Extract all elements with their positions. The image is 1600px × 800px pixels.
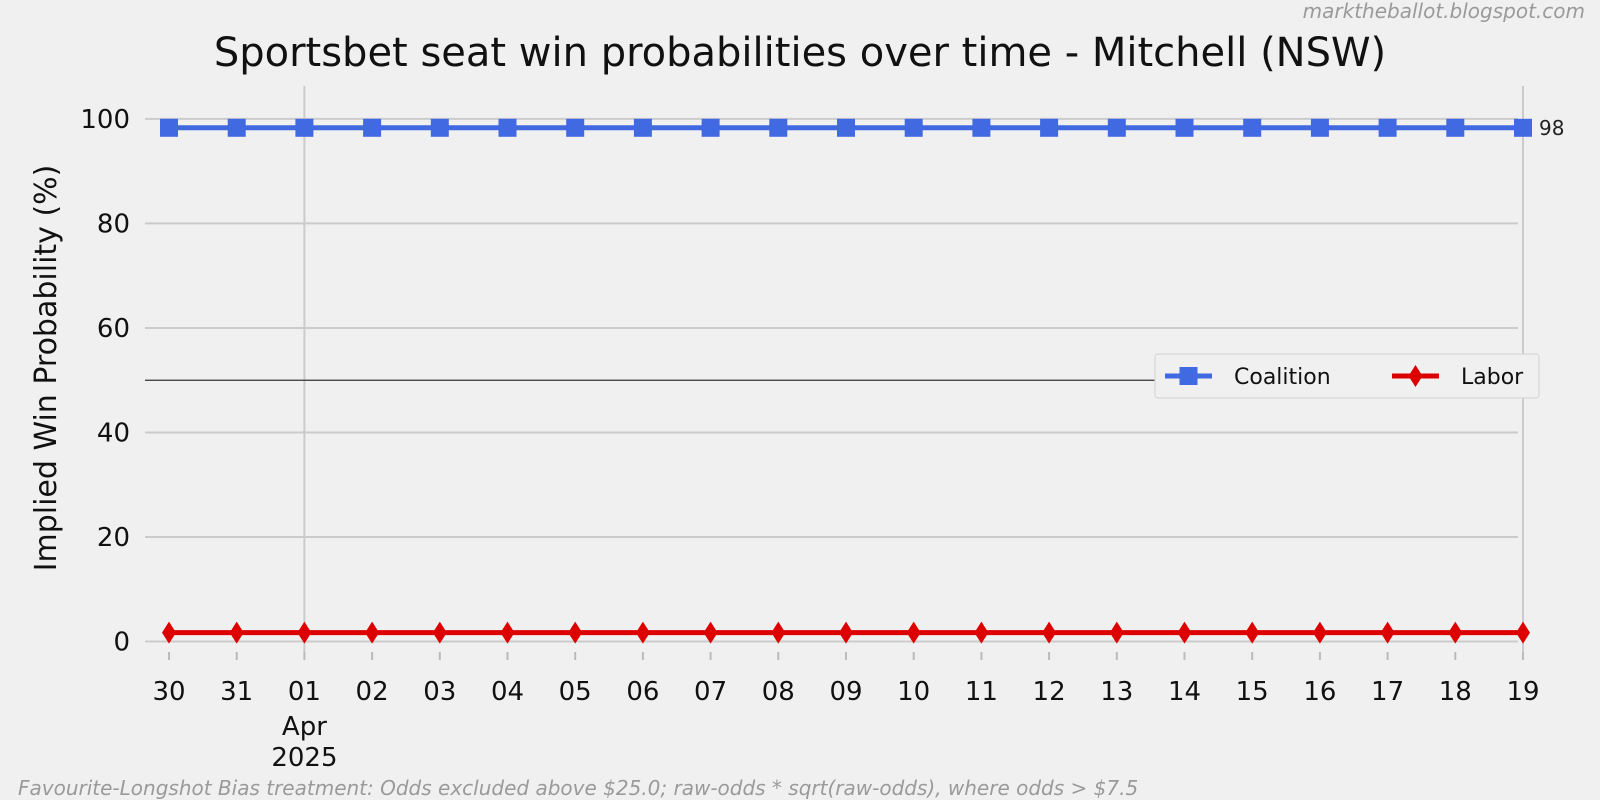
point-labor — [1448, 621, 1463, 644]
point-coalition — [566, 118, 585, 137]
point-labor — [839, 621, 853, 644]
x-tick-label: 17 — [1371, 677, 1404, 707]
point-coalition — [160, 118, 178, 137]
chart-title: Sportsbet seat win probabilities over ti… — [214, 30, 1386, 76]
point-coalition — [972, 118, 991, 137]
y-tick-label: 20 — [97, 523, 130, 553]
point-labor — [365, 621, 380, 644]
x-tick-label: 03 — [423, 677, 456, 707]
point-labor — [1380, 621, 1395, 644]
point-labor — [297, 621, 312, 644]
x-tick-label: 06 — [626, 677, 659, 707]
x-tick-label: 16 — [1303, 677, 1336, 707]
point-coalition — [1175, 118, 1194, 137]
watermark: marktheballot.blogspot.com — [1303, 0, 1585, 23]
point-coalition — [295, 118, 314, 137]
point-labor — [771, 621, 786, 644]
point-coalition — [1378, 118, 1397, 137]
point-coalition — [769, 118, 788, 137]
point-labor — [974, 621, 989, 644]
x-tick-label: 04 — [491, 677, 524, 707]
point-labor — [1109, 621, 1124, 644]
y-tick-label: 100 — [80, 105, 130, 135]
footnote: Favourite-Longshot Bias treatment: Odds … — [18, 776, 1138, 800]
point-labor — [1042, 621, 1057, 644]
y-tick-label: 40 — [97, 418, 130, 448]
point-coalition — [1107, 118, 1126, 137]
x-tick-label: 07 — [694, 677, 727, 707]
point-labor — [162, 621, 176, 644]
x-tick-sublabel: 2025 — [271, 743, 337, 773]
point-coalition — [1514, 118, 1532, 137]
point-labor — [432, 621, 447, 644]
legend-box — [1154, 353, 1540, 399]
point-coalition — [227, 118, 246, 137]
point-coalition — [701, 118, 720, 137]
point-coalition — [1040, 118, 1059, 137]
point-coalition — [837, 118, 855, 137]
x-tick-label: 30 — [152, 677, 185, 707]
point-labor — [500, 621, 515, 644]
x-tick-label: 12 — [1033, 677, 1066, 707]
x-tick-label: 19 — [1506, 677, 1539, 707]
end-label-coalition: 98 — [1539, 116, 1564, 140]
point-coalition — [904, 118, 923, 137]
point-coalition — [498, 118, 517, 137]
point-coalition — [363, 118, 382, 137]
x-tick-label: 08 — [762, 677, 795, 707]
x-tick-label: 11 — [965, 677, 998, 707]
x-tick-label: 01 — [288, 677, 321, 707]
point-labor — [635, 621, 650, 644]
point-labor — [1177, 621, 1192, 644]
point-coalition — [1243, 118, 1262, 137]
point-labor — [1312, 621, 1327, 644]
point-labor — [703, 621, 718, 644]
x-tick-label: 13 — [1100, 677, 1133, 707]
point-coalition — [430, 118, 449, 137]
point-labor — [568, 621, 583, 644]
x-tick-sublabel: Apr — [282, 712, 327, 742]
y-tick-label: 0 — [113, 628, 130, 658]
x-tick-label: 18 — [1439, 677, 1472, 707]
x-tick-label: 14 — [1168, 677, 1201, 707]
x-tick-label: 05 — [559, 677, 592, 707]
x-tick-label: 09 — [829, 677, 862, 707]
point-labor — [229, 621, 244, 644]
point-labor — [1245, 621, 1260, 644]
y-axis-label: Implied Win Probability (%) — [29, 165, 64, 572]
point-labor — [1516, 621, 1530, 644]
legend-marker-labor — [1408, 365, 1423, 387]
legend-label-labor: Labor — [1461, 365, 1524, 390]
point-coalition — [633, 118, 652, 137]
point-coalition — [1310, 118, 1329, 137]
x-tick-label: 02 — [356, 677, 389, 707]
legend-marker-coalition — [1179, 367, 1198, 385]
x-tick-label: 10 — [897, 677, 930, 707]
y-tick-label: 60 — [97, 314, 130, 344]
legend-label-coalition: Coalition — [1234, 365, 1331, 390]
point-coalition — [1446, 118, 1465, 137]
y-tick-label: 80 — [97, 209, 130, 239]
x-tick-label: 31 — [220, 677, 253, 707]
x-tick-label: 15 — [1236, 677, 1269, 707]
point-labor — [906, 621, 921, 644]
